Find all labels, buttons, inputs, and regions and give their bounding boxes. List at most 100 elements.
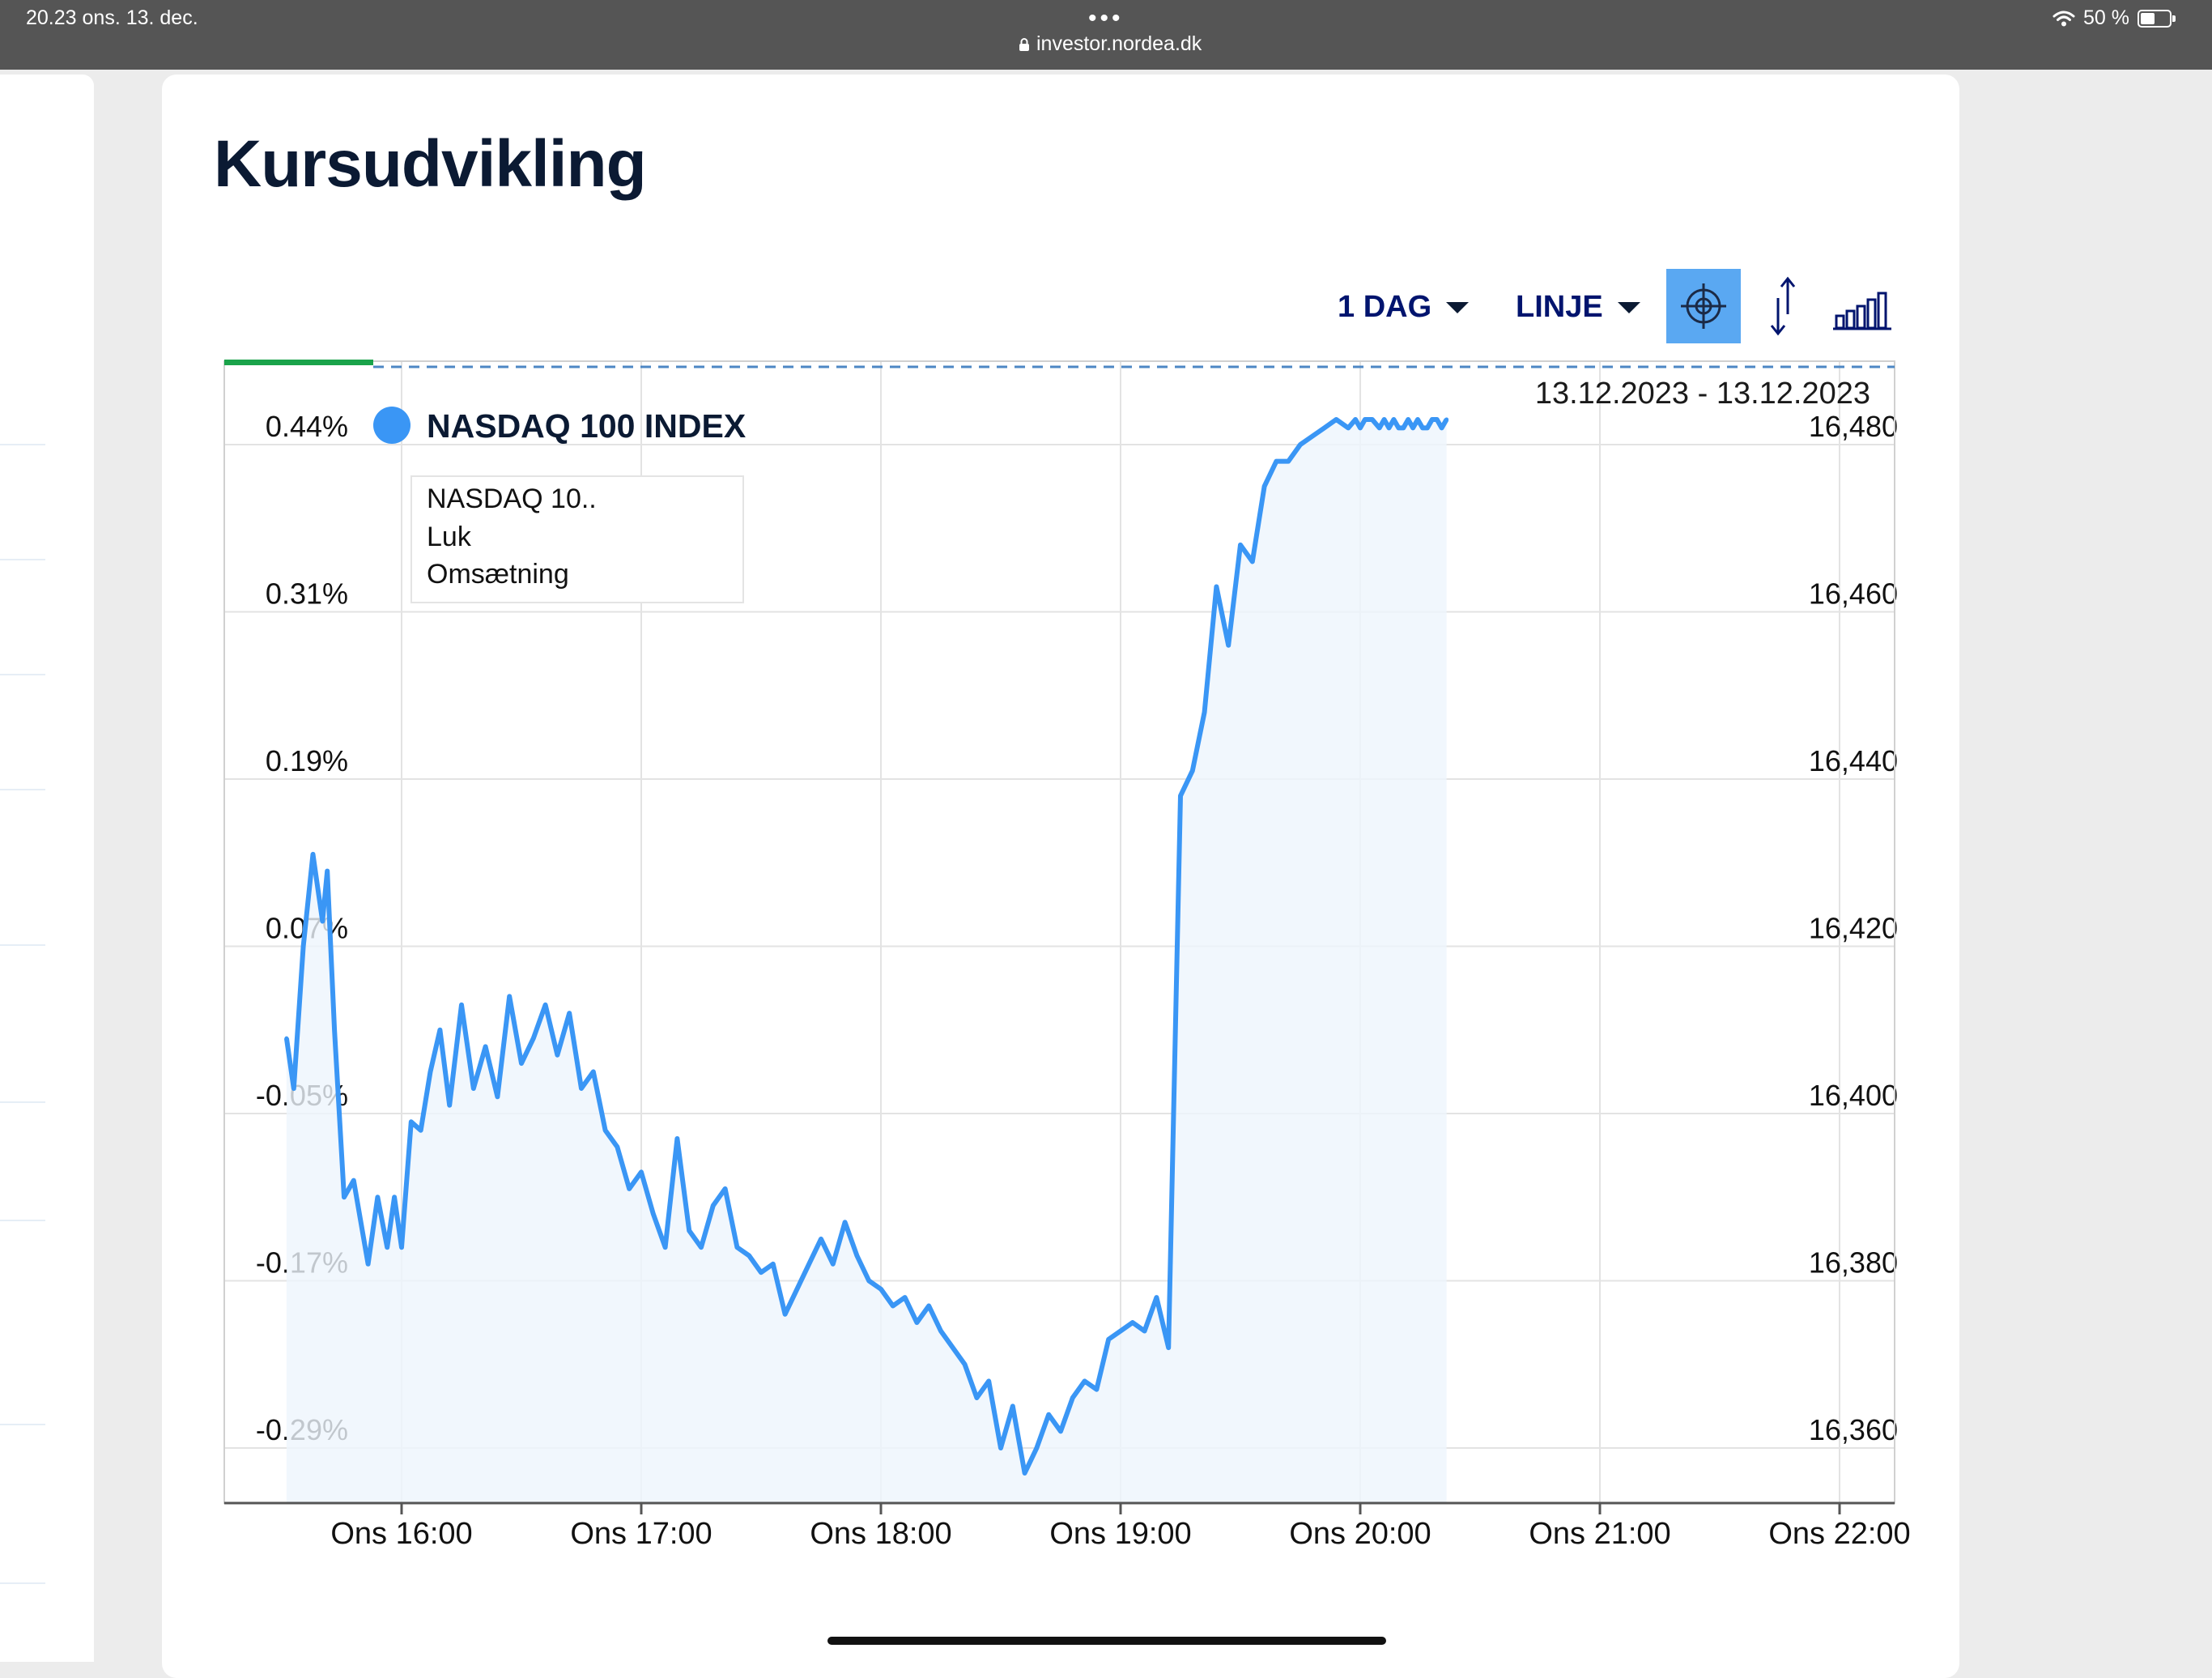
sidebar-divider xyxy=(0,789,45,790)
data-point xyxy=(1070,1395,1075,1400)
battery-percent: 50 % xyxy=(2083,6,2129,29)
data-point xyxy=(1250,560,1255,564)
right-axis-tick-label: 16,480 xyxy=(1809,410,1898,443)
x-axis-tick-label: Ons 21:00 xyxy=(1529,1517,1670,1551)
data-point xyxy=(375,1195,380,1199)
right-axis-tick-label: 16,380 xyxy=(1809,1246,1898,1280)
x-axis-tick-label: Ons 22:00 xyxy=(1768,1517,1910,1551)
chart-type-dropdown[interactable]: LINJE xyxy=(1516,290,1640,325)
chevron-down-icon xyxy=(1617,301,1640,313)
data-point xyxy=(1440,425,1444,430)
data-point xyxy=(747,1254,751,1258)
volume-bars-icon xyxy=(1833,292,1891,330)
data-point xyxy=(1396,425,1401,430)
data-point xyxy=(866,1279,871,1283)
data-point xyxy=(591,1069,596,1074)
battery-tip xyxy=(2172,15,2176,22)
data-point xyxy=(1130,1320,1135,1325)
navigator-range-indicator[interactable] xyxy=(224,360,373,365)
right-axis-tick-label: 16,460 xyxy=(1809,577,1898,611)
sidebar-divider xyxy=(0,1424,45,1425)
tooltip-box: NASDAQ 10.. Luk Omsætning xyxy=(410,475,744,603)
data-point xyxy=(1094,1387,1099,1392)
data-point xyxy=(366,1262,371,1267)
sidebar-divider xyxy=(0,559,45,560)
wifi-icon xyxy=(2052,11,2075,26)
data-point xyxy=(734,1245,739,1250)
price-series xyxy=(283,417,1449,1503)
data-point xyxy=(759,1270,764,1275)
data-point xyxy=(1353,417,1358,422)
sidebar-divider xyxy=(0,944,45,946)
data-point xyxy=(320,919,325,923)
data-point xyxy=(663,1245,668,1250)
data-point xyxy=(531,1036,536,1041)
period-label: 1 DAG xyxy=(1338,290,1432,324)
tooltip-line: NASDAQ 10.. xyxy=(427,483,597,514)
data-point xyxy=(1410,425,1415,430)
data-point xyxy=(385,1245,389,1250)
home-indicator xyxy=(827,1637,1386,1645)
data-point xyxy=(1118,1329,1123,1333)
data-point xyxy=(284,1036,289,1041)
status-time-date: 20.23 ons. 13. dec. xyxy=(26,6,198,29)
x-axis-tick-label: Ons 16:00 xyxy=(330,1517,472,1551)
volume-toggle-button[interactable] xyxy=(1827,269,1901,343)
crosshair-button[interactable] xyxy=(1666,269,1741,343)
status-bar: 20.23 ons. 13. dec. ••• investor.nordea.… xyxy=(0,0,2212,70)
battery-icon xyxy=(2138,9,2176,28)
sidebar-divider xyxy=(0,674,45,675)
data-point xyxy=(1425,425,1430,430)
legend[interactable]: NASDAQ 100 INDEX xyxy=(373,407,746,445)
x-axis-tick-label: Ons 17:00 xyxy=(570,1517,712,1551)
data-point xyxy=(579,1086,584,1091)
url-text: investor.nordea.dk xyxy=(1036,32,1202,55)
data-point xyxy=(711,1203,716,1208)
data-point xyxy=(342,1195,347,1199)
scale-arrows-icon xyxy=(1770,276,1796,336)
data-point xyxy=(771,1262,776,1267)
lock-icon xyxy=(1019,37,1029,51)
right-axis-tick-label: 16,360 xyxy=(1809,1413,1898,1446)
data-point xyxy=(507,994,512,999)
data-point xyxy=(1058,1429,1063,1433)
data-point xyxy=(1262,484,1267,489)
data-point xyxy=(1430,417,1435,422)
data-point xyxy=(291,1086,296,1091)
data-point xyxy=(603,1128,608,1133)
data-point xyxy=(1010,1403,1015,1408)
data-point xyxy=(831,1262,836,1267)
data-point xyxy=(1382,417,1387,422)
data-point xyxy=(651,1212,656,1216)
data-point xyxy=(854,1254,859,1258)
x-axis-tick-label: Ons 20:00 xyxy=(1289,1517,1431,1551)
data-point xyxy=(1420,425,1425,430)
battery-level xyxy=(2141,12,2155,24)
chevron-down-icon xyxy=(1446,301,1470,313)
data-point xyxy=(891,1304,895,1308)
data-point xyxy=(615,1144,619,1149)
scale-toggle-button[interactable] xyxy=(1746,269,1820,343)
data-point xyxy=(519,1061,524,1066)
tooltip-line: Omsætning xyxy=(427,559,569,590)
left-axis-tick-label: 0.19% xyxy=(266,744,348,777)
address-bar[interactable]: investor.nordea.dk xyxy=(1019,32,1202,56)
data-point xyxy=(428,1069,432,1074)
data-point xyxy=(1286,459,1291,464)
data-point xyxy=(419,1128,423,1133)
data-point xyxy=(459,1003,464,1007)
tooltip-line: Luk xyxy=(427,522,472,552)
right-axis-tick-label: 16,400 xyxy=(1809,1079,1898,1112)
data-point xyxy=(325,869,330,874)
data-point xyxy=(1190,769,1195,773)
data-point xyxy=(1322,425,1327,430)
data-point xyxy=(1142,1329,1147,1333)
sidebar-divider xyxy=(0,444,45,445)
data-point xyxy=(471,1086,476,1091)
data-point xyxy=(359,1220,364,1224)
period-dropdown[interactable]: 1 DAG xyxy=(1338,290,1470,325)
data-point xyxy=(1178,794,1183,799)
multitasking-dots-icon[interactable]: ••• xyxy=(1088,5,1124,32)
data-point xyxy=(447,1103,452,1108)
